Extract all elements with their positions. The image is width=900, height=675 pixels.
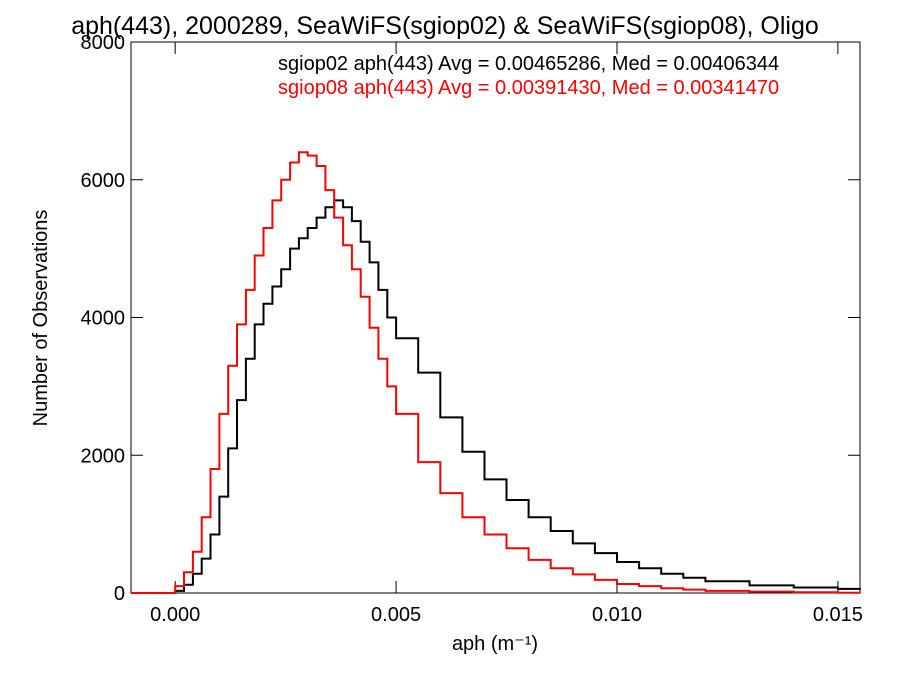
annotation-2: sgiop08 aph(443) Avg = 0.00391430, Med =… <box>278 77 779 99</box>
y-tick-label: 6000 <box>81 170 126 192</box>
chart-title: aph(443), 2000289, SeaWiFS(sgiop02) & Se… <box>71 12 819 40</box>
y-tick-label: 2000 <box>81 445 126 467</box>
x-tick-label: 0.015 <box>813 604 863 626</box>
x-tick-label: 0.000 <box>150 604 200 626</box>
y-tick-label: 0 <box>114 583 125 605</box>
annotation-layer: sgiop02 aph(443) Avg = 0.00465286, Med =… <box>278 53 779 99</box>
x-tick-label: 0.005 <box>371 604 421 626</box>
series-line-2 <box>131 151 861 594</box>
annotation-1: sgiop02 aph(443) Avg = 0.00465286, Med =… <box>278 53 779 75</box>
y-tick-label: 8000 <box>81 32 126 54</box>
x-axis-ticks: 0.000 0.005 0.010 0.015 <box>150 42 863 626</box>
x-tick-label: 0.010 <box>592 604 642 626</box>
y-axis-label: Number of Observations <box>30 210 52 427</box>
series-line-1 <box>131 199 861 594</box>
y-axis-ticks: 0 2000 4000 6000 8000 <box>81 32 860 605</box>
plot-frame <box>130 41 861 594</box>
x-axis-label: aph (m⁻¹) <box>452 633 538 655</box>
y-tick-label: 4000 <box>81 308 126 330</box>
series-layer <box>131 151 861 594</box>
